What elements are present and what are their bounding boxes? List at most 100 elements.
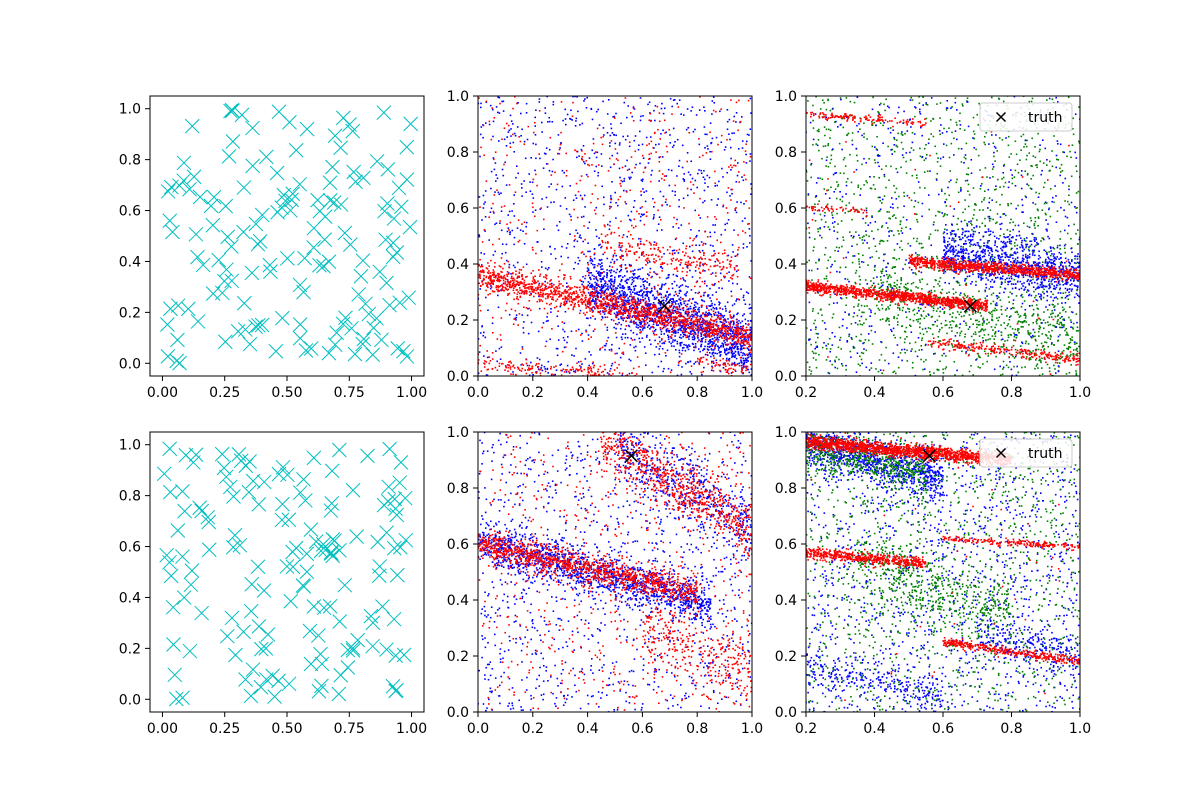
data-point <box>478 234 480 236</box>
data-point <box>675 266 678 269</box>
data-point <box>711 150 713 153</box>
data-point <box>592 296 595 298</box>
data-point <box>654 272 657 275</box>
data-point <box>584 153 586 155</box>
data-point <box>515 373 517 376</box>
data-point <box>553 288 556 291</box>
data-point <box>643 307 646 310</box>
data-point <box>626 116 628 119</box>
data-point <box>618 305 620 307</box>
data-point <box>492 210 495 213</box>
x-marker-point <box>170 332 185 348</box>
data-point <box>748 371 751 374</box>
data-point <box>598 244 600 247</box>
data-point <box>710 355 712 358</box>
x-marker-point <box>218 334 233 350</box>
data-point <box>577 294 579 296</box>
data-point <box>608 349 611 351</box>
data-point <box>577 301 579 304</box>
data-point <box>748 222 750 225</box>
data-point <box>693 256 695 258</box>
data-point <box>623 296 626 298</box>
data-point <box>548 186 550 188</box>
data-point <box>736 313 738 316</box>
data-point <box>680 261 682 264</box>
data-point <box>623 180 626 182</box>
data-point <box>721 268 724 270</box>
data-point <box>625 248 628 251</box>
data-point <box>640 326 643 329</box>
data-point <box>622 287 625 290</box>
data-point <box>550 285 553 288</box>
data-point <box>597 171 600 174</box>
data-point <box>740 341 743 343</box>
data-point <box>750 336 752 339</box>
x-marker-point <box>292 176 308 192</box>
data-point <box>739 348 742 350</box>
data-point <box>628 372 631 375</box>
data-point <box>658 250 661 252</box>
data-point <box>594 318 596 320</box>
data-point <box>682 335 684 338</box>
data-point <box>574 149 576 151</box>
data-point <box>563 330 566 333</box>
data-point <box>665 312 668 314</box>
data-point <box>574 194 577 197</box>
data-point <box>626 191 628 193</box>
data-point <box>687 255 689 258</box>
data-point <box>583 300 585 303</box>
data-point <box>517 283 520 286</box>
data-point <box>701 280 704 283</box>
data-point <box>530 288 533 291</box>
data-point <box>600 301 603 303</box>
data-point <box>745 323 747 325</box>
data-point <box>698 362 700 364</box>
data-point <box>738 333 740 335</box>
data-point <box>608 99 610 101</box>
data-point <box>718 280 720 283</box>
data-point <box>540 295 542 298</box>
data-point <box>631 309 633 311</box>
data-point <box>681 307 684 310</box>
data-point <box>543 218 545 221</box>
data-point <box>697 336 699 339</box>
data-point <box>614 361 616 364</box>
data-point <box>555 293 558 296</box>
data-point <box>667 322 670 325</box>
data-point <box>614 299 617 302</box>
data-point <box>512 371 514 373</box>
data-point <box>616 304 618 307</box>
data-point <box>713 265 715 268</box>
data-point <box>718 180 720 183</box>
data-point <box>704 345 706 348</box>
data-point <box>638 302 640 305</box>
data-point <box>653 303 656 306</box>
data-point <box>580 298 583 300</box>
data-point <box>604 308 607 310</box>
data-point <box>742 359 745 362</box>
data-point <box>692 343 694 345</box>
data-point <box>559 205 562 207</box>
data-point <box>587 317 589 320</box>
data-point <box>711 302 713 305</box>
data-point <box>733 352 735 355</box>
data-point <box>728 133 730 135</box>
data-point <box>690 373 693 375</box>
data-point <box>707 333 709 336</box>
data-point <box>544 288 546 290</box>
data-point <box>696 302 699 305</box>
data-point <box>596 110 598 113</box>
data-point <box>654 330 656 332</box>
data-point <box>593 373 596 376</box>
data-point <box>654 312 656 314</box>
data-point <box>611 181 613 183</box>
data-point <box>708 333 710 335</box>
data-point <box>498 265 501 267</box>
data-point <box>532 270 534 272</box>
data-point <box>546 163 549 165</box>
data-point <box>737 234 739 236</box>
data-point <box>710 304 712 307</box>
data-point <box>642 178 644 181</box>
data-point <box>622 300 624 303</box>
data-point <box>655 151 657 153</box>
